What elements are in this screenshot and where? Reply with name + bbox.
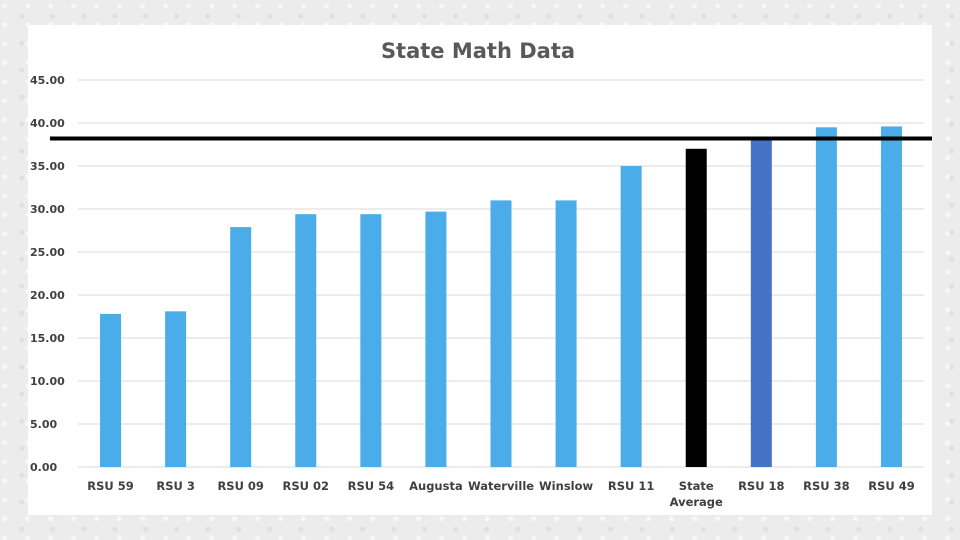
chart-title: State Math Data [381, 39, 575, 63]
y-tick-label: 45.00 [30, 74, 65, 87]
x-tick-label: RSU 49 [868, 479, 914, 493]
y-axis-ticks: 0.00 5.00 10.00 15.00 20.00 25.00 30.00 35.00 40… [30, 74, 65, 474]
y-tick-label: 10.00 [30, 375, 65, 388]
x-tick-label: Winslow [539, 479, 594, 493]
x-tick-label: RSU 18 [738, 479, 784, 493]
bar [620, 166, 642, 467]
bar [295, 214, 317, 467]
slide: State Math Data 0.00 5.00 10.00 15.00 20.00 2… [28, 25, 932, 515]
y-tick-label: 40.00 [30, 117, 65, 130]
x-tick-label: RSU 38 [803, 479, 849, 493]
bar [685, 148, 707, 468]
y-tick-label: 15.00 [30, 332, 65, 345]
bars [100, 126, 902, 468]
x-tick-label: RSU 11 [608, 479, 654, 493]
bar-chart: State Math Data 0.00 5.00 10.00 15.00 20.00 2… [30, 39, 932, 509]
x-tick-label: RSU 3 [156, 479, 194, 493]
y-tick-label: 25.00 [30, 246, 65, 259]
bar [360, 214, 382, 467]
x-tick-label: State Average [670, 479, 723, 509]
x-tick-label: RSU 02 [283, 479, 329, 493]
bar [750, 139, 772, 467]
y-tick-label: 30.00 [30, 203, 65, 216]
bar [100, 313, 122, 467]
bar [815, 127, 837, 468]
x-tick-label: Augusta [409, 479, 463, 493]
bar [880, 126, 902, 467]
x-tick-label: RSU 54 [348, 479, 394, 493]
bar [230, 227, 252, 467]
x-tick-label: RSU 59 [87, 479, 133, 493]
y-tick-label: 20.00 [30, 289, 65, 302]
x-tick-label: Waterville [468, 479, 534, 493]
bar [555, 200, 577, 467]
y-tick-label: 35.00 [30, 160, 65, 173]
x-axis-ticks: RSU 59 RSU 3 RSU 09 RSU 02 RSU 54 Augusta Wate… [87, 479, 914, 509]
y-tick-label: 0.00 [30, 461, 57, 474]
bar [425, 211, 447, 467]
x-tick-label: RSU 09 [217, 479, 263, 493]
y-tick-label: 5.00 [30, 418, 57, 431]
bar [165, 311, 187, 467]
bar [490, 200, 512, 467]
